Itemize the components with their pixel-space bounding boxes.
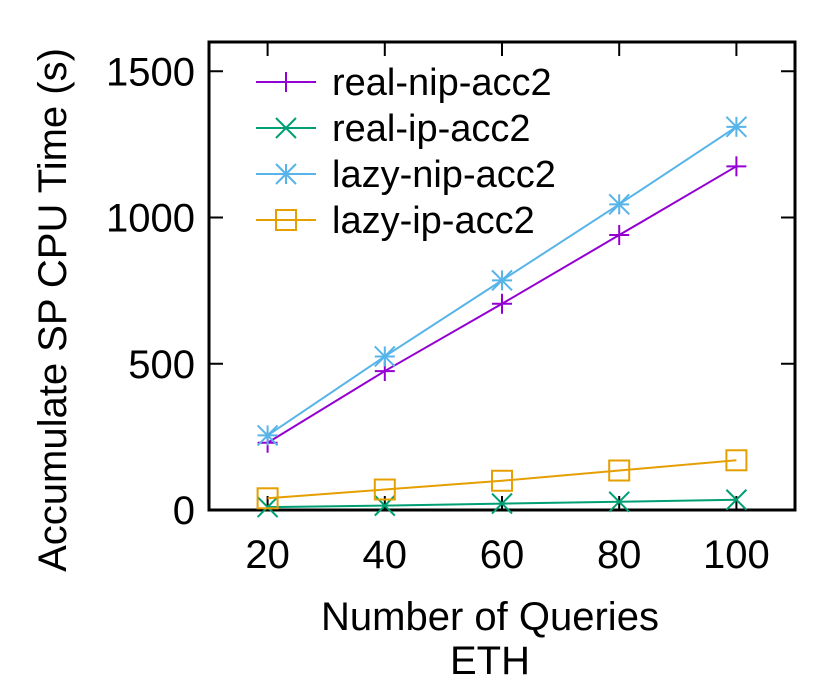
x-tick-label: 80	[597, 533, 642, 577]
data-point	[608, 459, 631, 482]
series-line	[267, 459, 737, 500]
series-lazy-ip-acc2	[256, 449, 748, 510]
data-point	[726, 156, 747, 177]
legend-label: real-ip-acc2	[332, 108, 531, 150]
chart-subtitle: ETH	[450, 639, 530, 683]
data-point	[492, 293, 512, 314]
data-point	[725, 489, 748, 511]
legend-marker	[275, 117, 297, 139]
x-tick-label: 20	[245, 533, 290, 577]
legend-label: lazy-nip-acc2	[332, 154, 556, 196]
data-point	[374, 345, 396, 368]
series-group	[256, 116, 748, 518]
legend-label: real-nip-acc2	[332, 62, 552, 104]
data-point	[725, 449, 748, 472]
y-tick-label: 1500	[106, 50, 195, 94]
legend-item: lazy-nip-acc2	[256, 154, 556, 196]
legend-marker	[275, 163, 297, 185]
y-axis-label: Accumulate SP CPU Time (s)	[31, 48, 75, 572]
legend-item: real-nip-acc2	[256, 62, 552, 104]
data-point	[256, 424, 279, 447]
legend: real-nip-acc2real-ip-acc2lazy-nip-acc2la…	[256, 62, 556, 242]
legend-label: lazy-ip-acc2	[332, 200, 535, 242]
y-tick-label: 1000	[106, 197, 195, 241]
x-axis-label: Number of Queries	[321, 595, 659, 639]
data-point	[491, 269, 513, 292]
data-point	[256, 487, 279, 510]
data-point	[725, 116, 748, 138]
legend-marker	[276, 72, 296, 92]
axes: 0 500 1000 1500 20 40 60 80 100	[106, 40, 797, 577]
data-point	[256, 496, 279, 518]
series-lazy-nip-acc2	[256, 116, 748, 447]
legend-marker	[275, 209, 297, 231]
data-point	[608, 193, 630, 216]
data-point	[609, 225, 630, 246]
x-tick-label: 100	[703, 533, 770, 577]
y-tick-label: 500	[128, 343, 195, 387]
legend-item: lazy-ip-acc2	[256, 200, 535, 242]
x-tick-label: 40	[363, 533, 408, 577]
data-point	[491, 492, 513, 515]
data-point	[491, 469, 513, 492]
series-real-ip-acc2	[256, 489, 748, 518]
x-tick-label: 60	[480, 533, 525, 577]
data-point	[608, 491, 630, 513]
data-point	[373, 478, 396, 501]
y-tick-label: 0	[173, 489, 195, 533]
legend-item: real-ip-acc2	[256, 108, 531, 150]
